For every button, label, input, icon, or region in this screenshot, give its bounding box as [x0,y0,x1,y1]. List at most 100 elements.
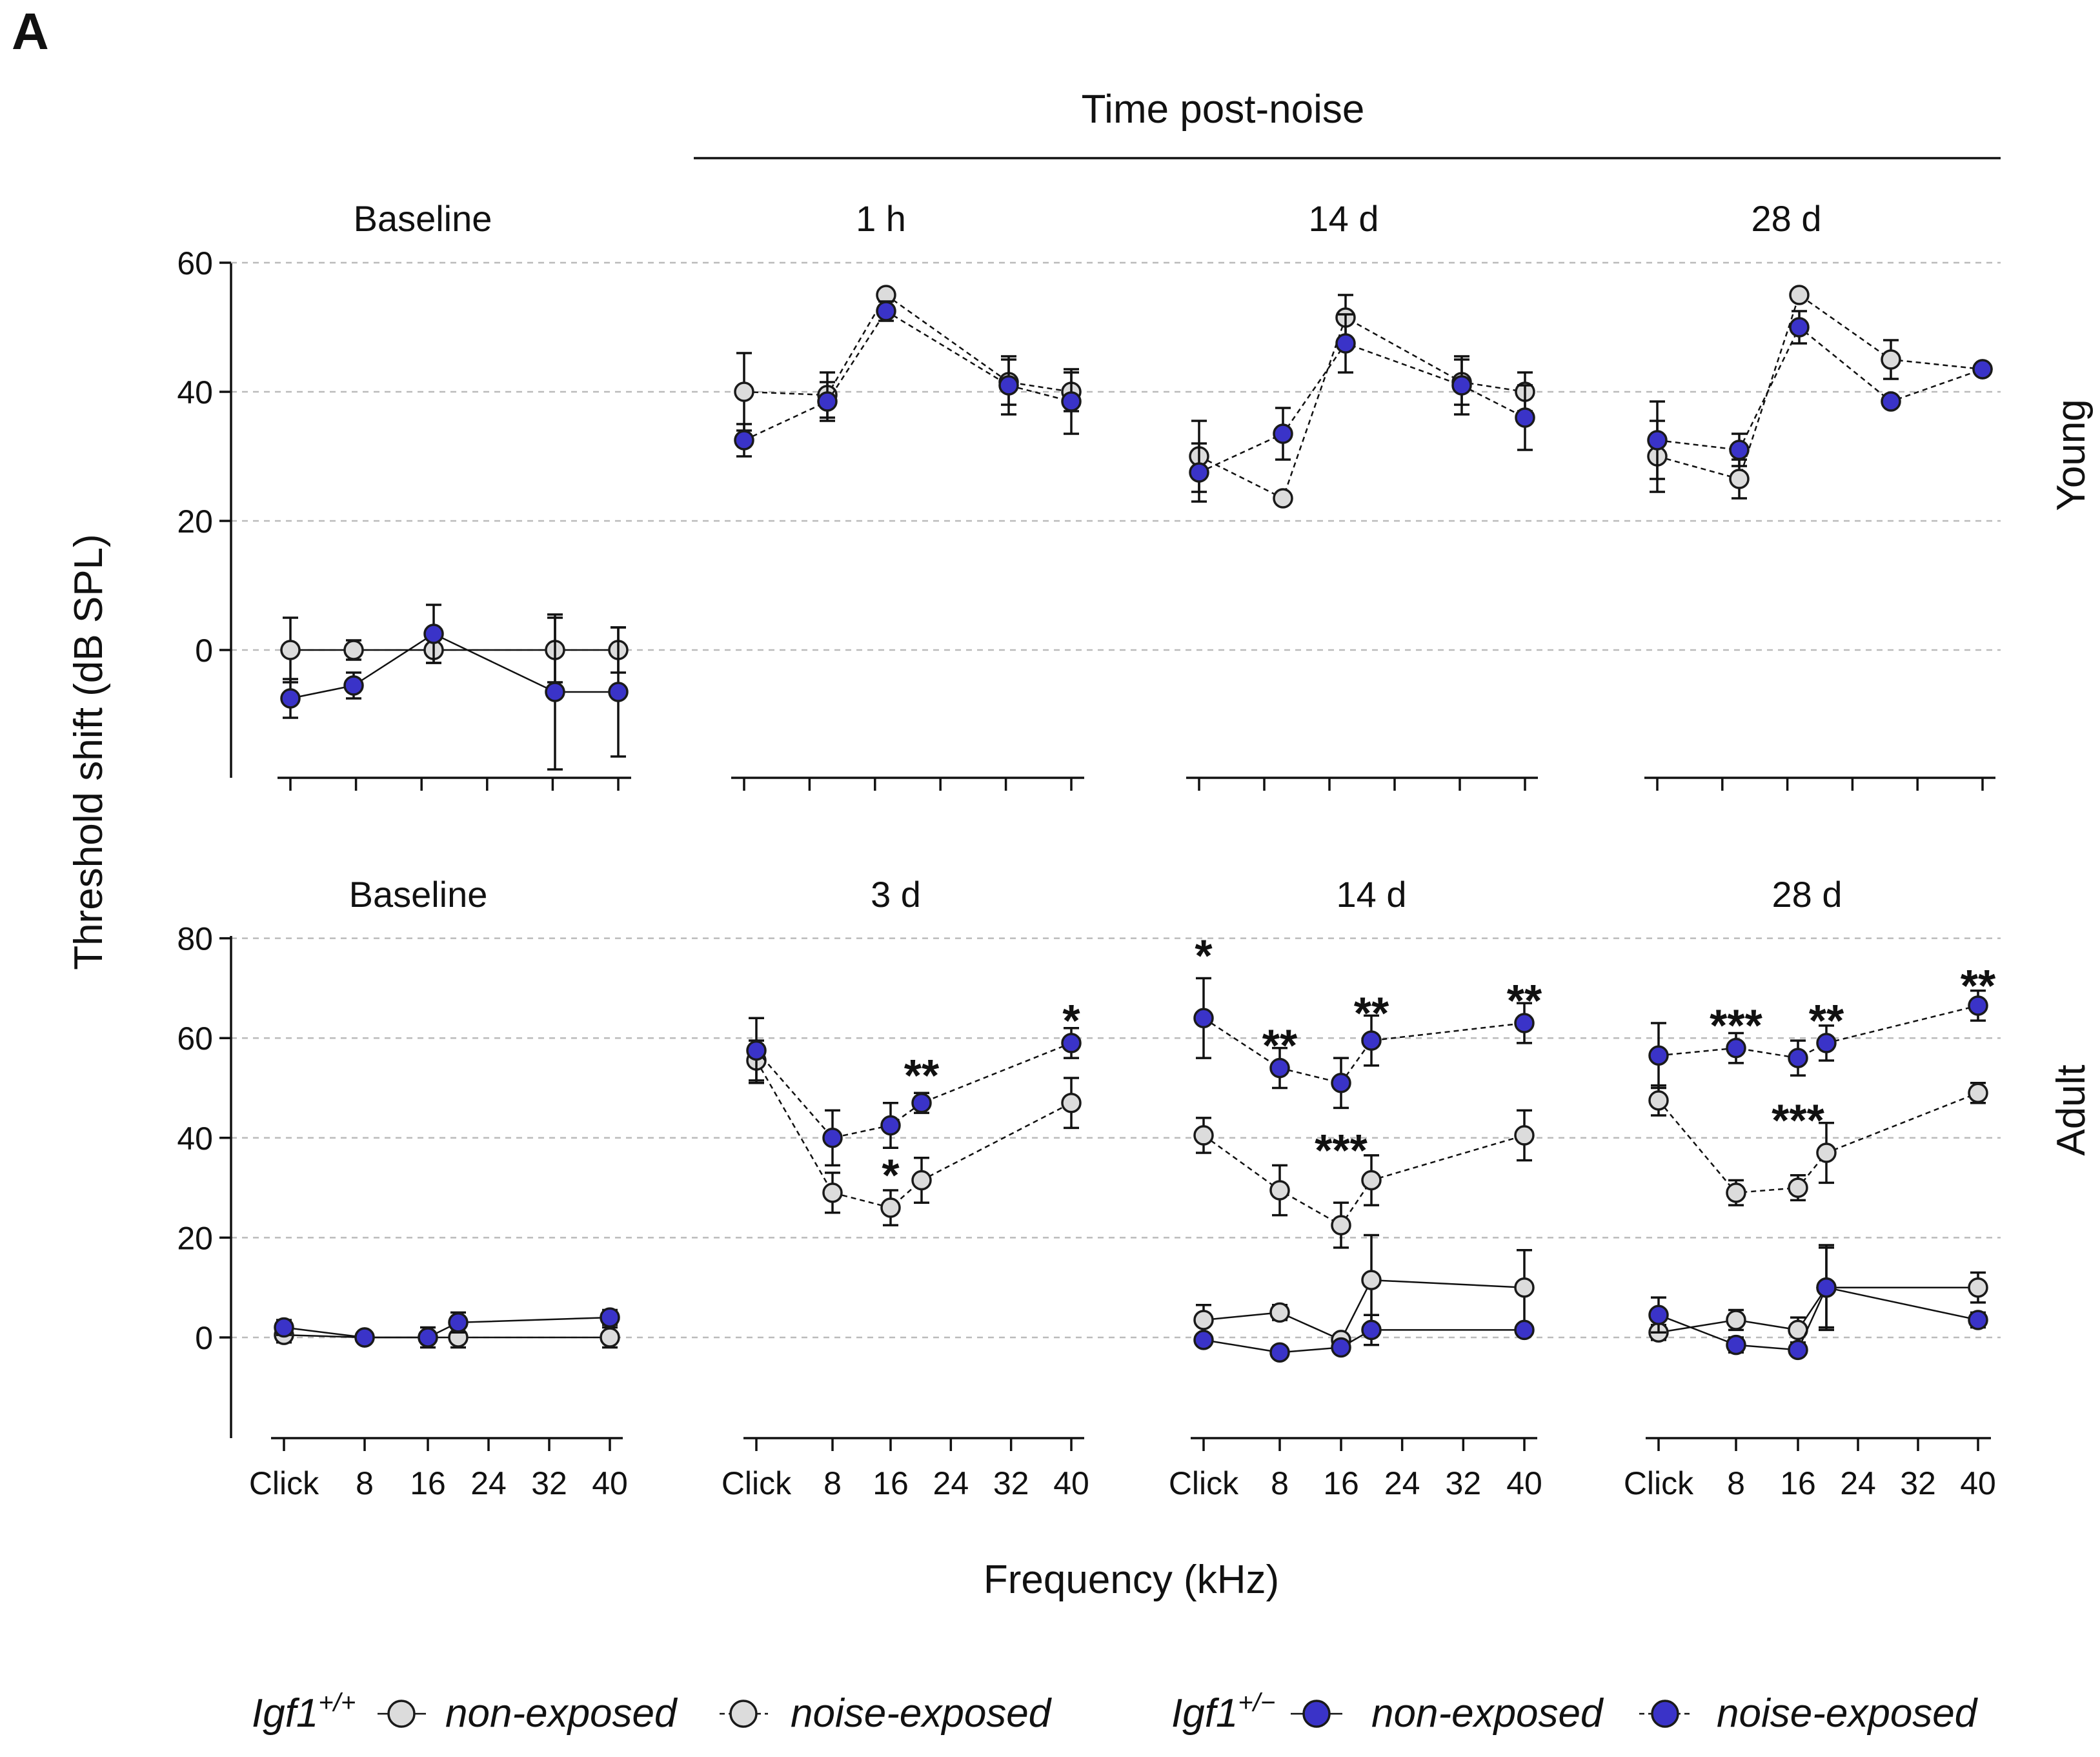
data-point-het-non [608,682,629,702]
significance-marker: ** [1809,995,1844,1046]
data-point-het-non [354,1327,375,1348]
data-point-wt-noise [1061,1092,1082,1113]
data-point-wt-noise [1881,349,1901,370]
data-point-het-non [448,1312,469,1333]
data-point-het-noise [1273,423,1293,444]
significance-marker: * [882,1150,900,1201]
data-point-het-noise [822,1128,843,1148]
data-point-het-non [1193,1330,1214,1350]
x-tick-label: 40 [592,1465,628,1501]
data-point-het-noise [817,391,838,412]
data-point-wt-non [1193,1310,1214,1330]
x-tick-label: 24 [1840,1465,1876,1501]
data-point-het-noise [1968,995,1988,1016]
data-point-het-noise [1061,1033,1082,1053]
x-tick-label: 24 [470,1465,507,1501]
data-point-wt-noise [1193,1125,1214,1146]
y-tick-label: 40 [177,374,213,411]
legend-label-noise-exposed: noise-exposed [1717,1691,1979,1736]
series-line [290,633,618,700]
y-axis-title: Threshold shift (dB SPL) [66,534,111,970]
x-tick-label: 8 [1727,1465,1745,1501]
data-point-het-noise [1972,359,1993,380]
data-point-wt-noise [734,381,754,402]
data-point-het-noise [880,1115,901,1136]
significance-marker: ** [1262,1021,1298,1071]
data-point-het-noise [1729,440,1750,460]
data-point-het-non [1788,1339,1808,1361]
panel-title: 1 h [856,198,906,239]
x-tick-label: Click [1624,1465,1694,1501]
row-label-adult: Adult [2049,1064,2094,1155]
data-point-het-noise [876,301,896,321]
data-point-het-noise [734,430,754,451]
x-tick-label: 8 [1271,1465,1289,1501]
series-line [1658,1286,1979,1351]
legend-label-noise-exposed: noise-exposed [791,1691,1053,1736]
data-point-het-noise [998,375,1019,396]
x-tick-label: 16 [410,1465,446,1501]
data-point-wt-noise [1968,1082,1988,1103]
data-point-het-noise [1726,1037,1746,1059]
x-tick-label: Click [249,1465,319,1501]
x-tick-label: 32 [1446,1465,1482,1501]
panel-title: 14 d [1309,198,1379,239]
data-point-het-noise [1189,462,1209,483]
data-point-het-noise [1514,1013,1535,1033]
data-point-het-non [1968,1310,1988,1330]
data-point-wt-noise [1729,469,1750,489]
panel-title: Baseline [349,874,488,915]
data-point-het-noise [1789,317,1810,338]
series-line [1657,326,1983,451]
significance-marker: ** [1507,975,1542,1026]
x-tick-label: 40 [1506,1465,1542,1501]
panel-title: Baseline [354,198,492,239]
significance-marker: * [1062,995,1080,1046]
series-line [743,310,1072,442]
significance-marker: ** [904,1050,940,1101]
y-tick-label: 40 [177,1121,213,1157]
y-tick-label: 80 [177,921,213,957]
data-point-wt-noise [1788,1177,1808,1198]
data-point-wt-noise [1331,1215,1351,1235]
time-post-noise-header: Time post-noise [1082,87,1365,132]
series-line [283,1334,610,1339]
legend-label-non-exposed: non-exposed [1371,1691,1604,1736]
plot-area: 60 40 20 0 80 60 40 20 0 Click 8 16 24 32 40 Click 8 16 24… [177,245,2001,1501]
y-tick-label: 20 [177,1220,213,1256]
data-point-het-noise [1361,1030,1382,1051]
y-tick-label: 60 [177,1021,213,1057]
data-point-het-noise [1647,430,1668,451]
x-axis-title: Frequency (kHz) [984,1558,1279,1602]
data-point-het-noise [746,1040,767,1061]
data-point-wt-noise [1514,1125,1535,1146]
significance-marker: *** [1315,1125,1368,1175]
data-point-wt-non [600,1327,620,1348]
data-point-het-non [600,1307,620,1328]
data-point-wt-noise [822,1183,843,1203]
data-point-het-non [418,1327,438,1348]
panel-title: 28 d [1752,198,1822,239]
y-tick-label: 0 [195,633,213,669]
data-point-wt-noise [1273,488,1293,509]
data-point-wt-noise [1269,1180,1290,1201]
data-point-wt-noise [880,1197,901,1218]
data-point-het-noise [1331,1073,1351,1093]
legend-marker-wt-noise [729,1700,758,1728]
x-tick-label: 32 [531,1465,567,1501]
x-tick-label: 40 [1053,1465,1089,1501]
data-point-het-non [1361,1319,1382,1341]
data-point-het-non [1331,1337,1351,1358]
data-point-het-noise [1451,375,1472,396]
x-tick-label: 8 [356,1465,374,1501]
legend-label-non-exposed: non-exposed [445,1691,678,1736]
x-tick-label: 8 [823,1465,842,1501]
data-point-het-non [1726,1334,1746,1356]
legend-genotype-het: Igf1 [1171,1691,1238,1736]
series-line [1198,316,1526,500]
panel-title: 28 d [1772,874,1843,915]
x-tick-label: 16 [1780,1465,1816,1501]
legend: Igf1+/+ non-exposed noise-exposed Igf1+/… [252,1689,1979,1736]
series-line [743,294,1072,396]
